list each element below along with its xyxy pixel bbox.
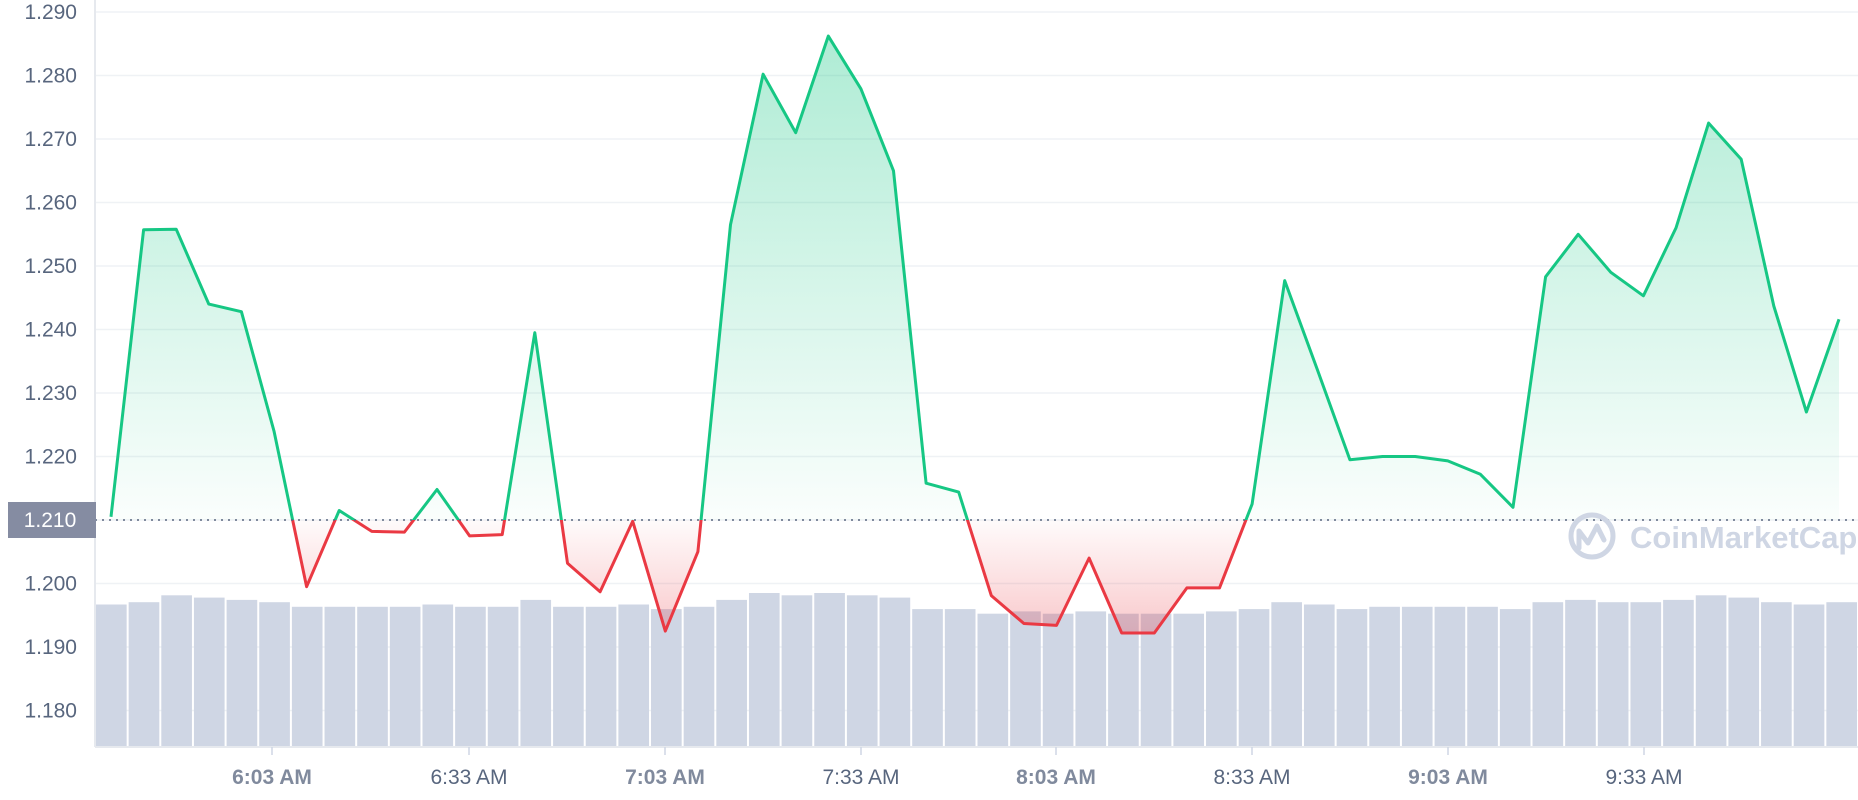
volume-bar: [1108, 613, 1139, 747]
x-tick-label: 8:33 AM: [1213, 766, 1290, 789]
y-tick-label: 1.270: [24, 128, 77, 151]
volume-bar: [520, 599, 552, 747]
volume-bar: [1173, 613, 1205, 747]
volume-bar: [1238, 609, 1270, 747]
x-axis-ticks: 6:03 AM 6:33 AM 7:03 AM 7:33 AM 8:03 AM 8:33 …: [232, 747, 1683, 789]
y-tick-label: 1.260: [24, 192, 77, 215]
price-line-below: [291, 520, 1248, 635]
volume-bar: [618, 604, 650, 747]
reference-price-badge: 1.210: [8, 502, 96, 538]
y-tick-label: 1.280: [24, 65, 77, 88]
volume-bar: [683, 606, 715, 747]
volume-bar: [1271, 602, 1302, 747]
volume-bar: [1728, 597, 1760, 747]
volume-bar: [1630, 602, 1662, 747]
volume-bar: [846, 595, 878, 747]
volume-bar: [1826, 602, 1857, 747]
coinmarketcap-logo-icon: [1568, 512, 1616, 560]
volume-bar: [879, 597, 911, 747]
volume-bar: [1010, 611, 1041, 747]
y-tick-label: 1.220: [24, 446, 77, 469]
volume-bar: [1597, 602, 1629, 747]
volume-bar: [1140, 613, 1172, 747]
volume-bar: [814, 593, 845, 747]
volume-bar: [455, 606, 486, 747]
volume-bar: [1695, 595, 1727, 747]
x-tick-label: 6:03 AM: [232, 766, 312, 789]
x-tick-label: 6:33 AM: [430, 766, 507, 789]
watermark-text: CoinMarketCap: [1630, 520, 1857, 555]
volume-bar: [1467, 606, 1498, 747]
volume-bar: [1434, 606, 1466, 747]
y-tick-label: 1.200: [24, 573, 77, 596]
volume-bars: [96, 593, 1857, 747]
volume-bar: [1206, 611, 1237, 747]
y-axis-ticks: 1.290 1.280 1.270 1.260 1.250 1.240 1.230 1.220…: [24, 1, 77, 723]
y-tick-label: 1.230: [24, 382, 77, 405]
volume-bar: [1075, 611, 1107, 747]
volume-bar: [96, 604, 127, 747]
coinmarketcap-watermark: CoinMarketCap: [1568, 512, 1857, 560]
volume-bar: [585, 606, 617, 747]
y-tick-label: 1.290: [24, 1, 77, 24]
volume-bar: [1532, 602, 1564, 747]
volume-bar: [977, 613, 1009, 747]
y-tick-label: 1.250: [24, 255, 77, 278]
volume-bar: [1565, 599, 1596, 747]
volume-bar: [748, 593, 780, 747]
reference-price-label: 1.210: [24, 509, 77, 532]
volume-bar: [357, 606, 388, 747]
volume-bar: [1499, 609, 1531, 747]
volume-bar: [1336, 609, 1368, 747]
volume-bar: [259, 602, 290, 747]
volume-bar: [716, 599, 747, 747]
volume-bar: [128, 602, 160, 747]
volume-bar: [161, 595, 192, 747]
price-line-above: [109, 34, 1841, 520]
volume-bar: [1303, 604, 1335, 747]
volume-bar: [226, 599, 258, 747]
volume-bar: [912, 609, 943, 747]
y-tick-label: 1.190: [24, 636, 77, 659]
volume-bar: [1793, 604, 1825, 747]
y-tick-label: 1.180: [24, 700, 77, 723]
y-tick-label: 1.240: [24, 319, 77, 342]
volume-bar: [1401, 606, 1433, 747]
x-tick-label: 7:03 AM: [625, 766, 705, 789]
volume-bar: [422, 604, 454, 747]
price-lines: [109, 34, 1841, 635]
volume-bar: [1761, 602, 1792, 747]
x-tick-label: 9:33 AM: [1605, 766, 1682, 789]
x-tick-label: 7:33 AM: [822, 766, 899, 789]
volume-bar: [781, 595, 813, 747]
volume-bar: [1369, 606, 1400, 747]
volume-bar: [291, 606, 323, 747]
volume-bar: [1663, 599, 1694, 747]
volume-bar: [944, 609, 976, 747]
x-tick-label: 9:03 AM: [1408, 766, 1488, 789]
volume-bar: [553, 606, 584, 747]
volume-bar: [1042, 613, 1074, 747]
volume-bar: [389, 606, 421, 747]
x-tick-label: 8:03 AM: [1016, 766, 1096, 789]
volume-bar: [487, 606, 519, 747]
volume-bar: [324, 606, 356, 747]
volume-bar: [193, 597, 225, 747]
